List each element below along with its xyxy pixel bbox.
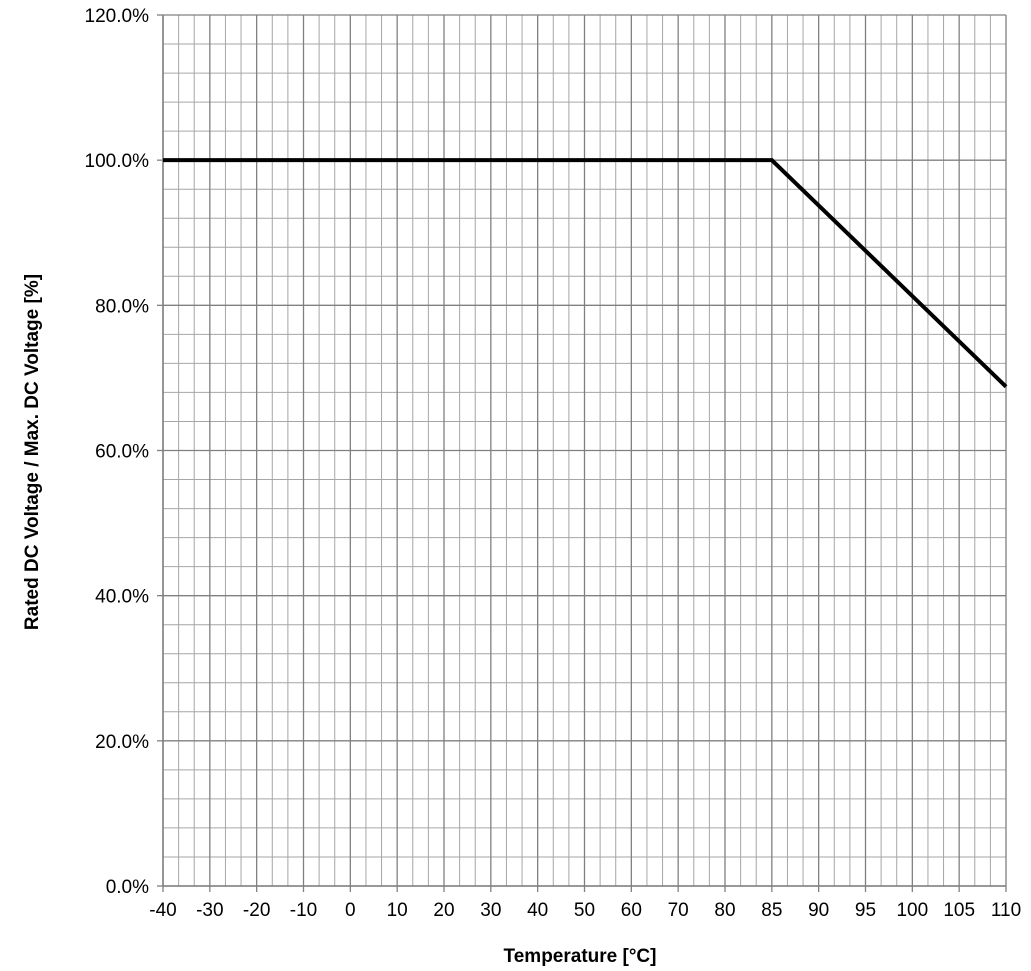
- y-tick-label: 0.0%: [106, 877, 149, 898]
- y-tick-label: 20.0%: [95, 732, 149, 753]
- y-tick-labels: 0.0% 20.0% 40.0% 60.0% 80.0% 100.0% 120.0%: [85, 6, 150, 898]
- x-axis-title: Temperature [°C]: [504, 946, 657, 967]
- axes: [157, 14, 1007, 892]
- x-tick-label: 70: [668, 900, 689, 921]
- x-tick-label: -20: [243, 900, 270, 921]
- x-tick-label: 20: [433, 900, 454, 921]
- y-tick-label: 60.0%: [95, 442, 149, 463]
- x-tick-label: 60: [621, 900, 642, 921]
- x-tick-label: 30: [480, 900, 501, 921]
- x-tick-label: 80: [714, 900, 735, 921]
- y-axis-title: Rated DC Voltage / Max. DC Voltage [%]: [22, 274, 43, 630]
- x-tick-label: 0: [345, 900, 356, 921]
- x-tick-label: 105: [943, 900, 975, 921]
- x-tick-label: 85: [761, 900, 782, 921]
- x-tick-label: 90: [808, 900, 829, 921]
- y-tick-label: 80.0%: [95, 296, 149, 317]
- x-tick-label: 95: [855, 900, 876, 921]
- series-line: [163, 158, 1008, 389]
- x-tick-label: 100: [896, 900, 928, 921]
- y-tick-label: 40.0%: [95, 587, 149, 608]
- y-tick-label: 100.0%: [85, 151, 150, 172]
- x-tick-label: 50: [574, 900, 595, 921]
- grid: [162, 14, 1007, 887]
- series-group: [163, 158, 1008, 389]
- y-tick-label: 120.0%: [85, 6, 150, 27]
- x-tick-label: -30: [196, 900, 223, 921]
- x-tick-label: 10: [387, 900, 408, 921]
- x-tick-label: -10: [290, 900, 317, 921]
- x-tick-labels: -40 -30 -20 -10 0 10 20 30 40 50 60 70 80 85 90 95 100 10…: [149, 900, 1021, 921]
- x-tick-label: 110: [991, 900, 1021, 921]
- x-tick-label: 40: [527, 900, 548, 921]
- x-tick-label: -40: [149, 900, 176, 921]
